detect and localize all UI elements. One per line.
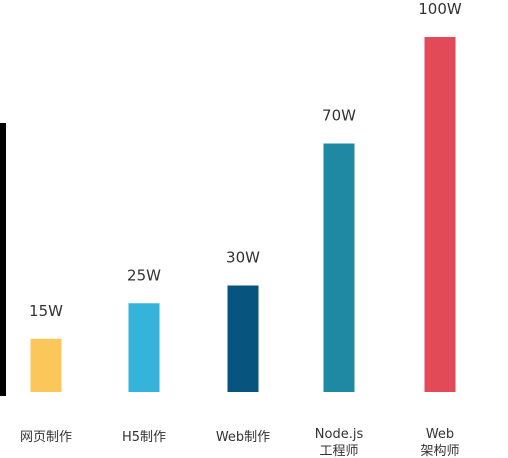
category-label-3-line-0: Node.js (315, 427, 364, 442)
value-label-1: 25W (127, 266, 161, 284)
bar-1 (128, 303, 160, 392)
value-labels-group: 15W 25W 30W 70W 100W (29, 0, 462, 320)
bar-3 (323, 143, 355, 392)
category-label-1-line-0: H5制作 (122, 430, 166, 445)
value-label-3: 70W (322, 107, 356, 125)
value-label-4: 100W (418, 0, 462, 18)
category-label-0-line-0: 网页制作 (20, 430, 72, 445)
category-label-4-line-1: 架构师 (420, 444, 459, 458)
value-label-2: 30W (226, 249, 260, 267)
bar-0 (30, 338, 62, 392)
category-label-4-line-0: Web (426, 427, 454, 442)
bar-4 (424, 37, 456, 392)
bar-2 (227, 285, 259, 392)
category-label-3-line-1: 工程师 (319, 444, 358, 458)
value-label-0: 15W (29, 302, 63, 320)
category-label-2-line-0: Web制作 (216, 430, 270, 445)
category-labels-group: 网页制作 H5制作 Web制作 Node.js 工程师 Web 架构师 (20, 427, 460, 458)
bars-group (30, 37, 456, 392)
